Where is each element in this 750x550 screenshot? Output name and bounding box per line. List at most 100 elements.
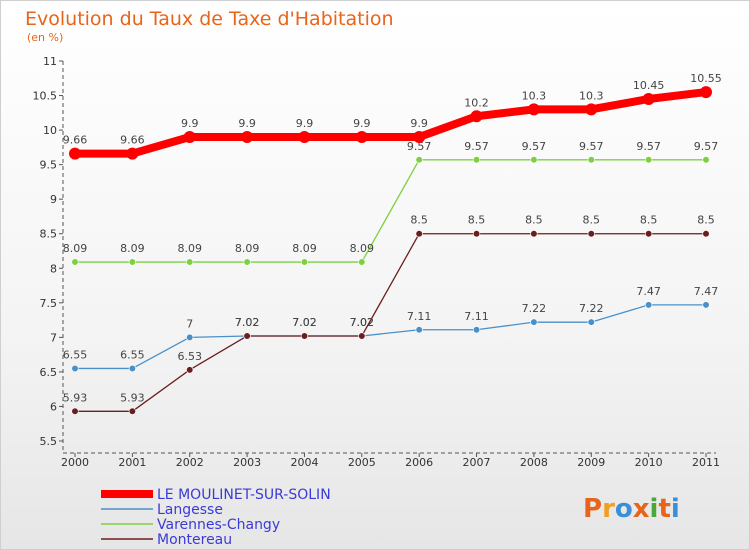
x-tick-label: 2010	[635, 456, 663, 469]
series-line	[75, 304, 706, 370]
data-label: 9.66	[120, 134, 145, 147]
x-tick-label: 2005	[348, 456, 376, 469]
data-label: 5.93	[120, 391, 145, 404]
data-label: 9.57	[636, 140, 661, 153]
data-point	[243, 258, 251, 266]
data-label: 9.57	[579, 140, 604, 153]
data-label: 7.11	[407, 310, 432, 323]
data-point	[358, 258, 366, 266]
data-label: 8.09	[120, 242, 145, 255]
series-line	[75, 159, 706, 263]
data-point	[71, 407, 79, 415]
data-point	[355, 131, 368, 143]
x-tick-label: 2007	[463, 456, 491, 469]
data-label: 7.02	[292, 316, 317, 329]
series-montereau: 5.93 5.93 6.53 7.02 7.02 7.02 8.5 8.5 8.5 8.5 8.5 8…	[63, 214, 715, 415]
data-point	[645, 230, 653, 238]
x-tick-label: 2011	[692, 456, 720, 469]
series-langesse: 6.55 6.55 7 7.02 7.02 7.02 7.11 7.11 7.22 7.22 7.4…	[63, 285, 718, 373]
data-label: 7.02	[350, 316, 375, 329]
series-line	[75, 88, 707, 158]
data-point	[587, 318, 595, 326]
data-label: 8.09	[177, 242, 202, 255]
data-point	[69, 147, 81, 160]
series-line	[75, 233, 706, 412]
x-tick-label: 2001	[118, 456, 146, 469]
series-layer: 6.55 6.55 7 7.02 7.02 7.02 7.11 7.11 7.22 7.22 7.4…	[63, 72, 722, 415]
data-point	[530, 230, 538, 238]
data-label: 7.11	[464, 310, 489, 323]
y-tick-label: 9	[50, 193, 57, 206]
data-label: 9.9	[296, 117, 314, 130]
data-label: 7.22	[579, 302, 604, 315]
data-label: 9.57	[407, 140, 432, 153]
data-label: 8.09	[350, 242, 375, 255]
data-label: 10.3	[522, 89, 547, 102]
data-point	[126, 147, 139, 160]
data-point	[241, 131, 254, 143]
proxiti-logo: Proxiti	[583, 494, 680, 524]
data-point	[186, 258, 194, 266]
data-point	[413, 131, 426, 143]
y-tick-label: 6	[50, 400, 57, 413]
data-label: 9.57	[694, 140, 719, 153]
data-point	[243, 332, 251, 340]
x-tick-label: 2004	[290, 456, 318, 469]
legend: LE MOULINET-SUR-SOLINLangesseVarennes-Ch…	[101, 487, 331, 548]
x-tick-label: 2009	[577, 456, 605, 469]
data-point	[472, 326, 481, 334]
data-label: 9.9	[238, 117, 256, 130]
data-point	[585, 103, 598, 116]
data-label: 10.2	[464, 96, 489, 109]
data-point	[300, 258, 309, 266]
data-label: 8.5	[468, 214, 486, 227]
x-tick-label: 2006	[405, 456, 433, 469]
data-label: 7.02	[235, 316, 260, 329]
data-point	[642, 93, 655, 105]
data-point	[300, 332, 309, 340]
data-label: 9.9	[181, 117, 199, 130]
data-point	[702, 156, 710, 164]
data-label: 7.22	[522, 302, 547, 315]
data-point	[700, 86, 712, 99]
data-label: 8.09	[235, 242, 260, 255]
data-label: 8.5	[697, 214, 715, 227]
data-label: 6.53	[177, 350, 202, 363]
data-point	[527, 103, 540, 116]
legend-label: LE MOULINET-SUR-SOLIN	[157, 487, 331, 503]
y-tick-label: 7.5	[40, 297, 58, 310]
data-point	[128, 258, 136, 266]
data-label: 7	[186, 317, 193, 330]
y-tick-label: 11	[43, 55, 57, 68]
data-label: 10.3	[579, 89, 604, 102]
data-point	[186, 366, 194, 374]
x-tick-label: 2000	[61, 456, 89, 469]
series-le-moulinet-sur-solin: 9.66 9.66 9.9 9.9 9.9 9.9 9.9 10.2 10.3 10.3 10.45…	[63, 72, 722, 160]
data-point	[71, 258, 79, 266]
data-label: 8.5	[640, 214, 658, 227]
data-label: 8.09	[292, 242, 317, 255]
data-point	[587, 230, 595, 238]
y-tick-label: 9.5	[40, 159, 58, 172]
chart-subtitle: (en %)	[27, 31, 63, 44]
data-point	[415, 326, 423, 334]
y-tick-label: 6.5	[40, 366, 58, 379]
data-point	[587, 156, 595, 164]
y-tick-label: 5.5	[40, 435, 58, 448]
y-tick-label: 10.5	[33, 90, 58, 103]
data-label: 9.66	[63, 134, 88, 147]
y-tick-label: 10	[43, 124, 57, 137]
chart-title: Evolution du Taux de Taxe d'Habitation	[25, 8, 394, 30]
axes: 5.5 6 6.5 7 7.5 8 8.5 9 9.5 10 10.5 11 2000 2001 2002 2…	[33, 55, 721, 469]
data-point	[71, 364, 79, 373]
data-point	[183, 131, 196, 143]
data-point	[358, 332, 366, 340]
data-label: 9.57	[464, 140, 489, 153]
series-varennes-changy: 8.09 8.09 8.09 8.09 8.09 8.09 9.57 9.57 9.57 9.57…	[63, 140, 719, 266]
y-tick-label: 8	[50, 262, 57, 275]
data-point	[128, 407, 136, 415]
data-label: 9.9	[410, 117, 428, 130]
data-label: 9.57	[522, 140, 547, 153]
